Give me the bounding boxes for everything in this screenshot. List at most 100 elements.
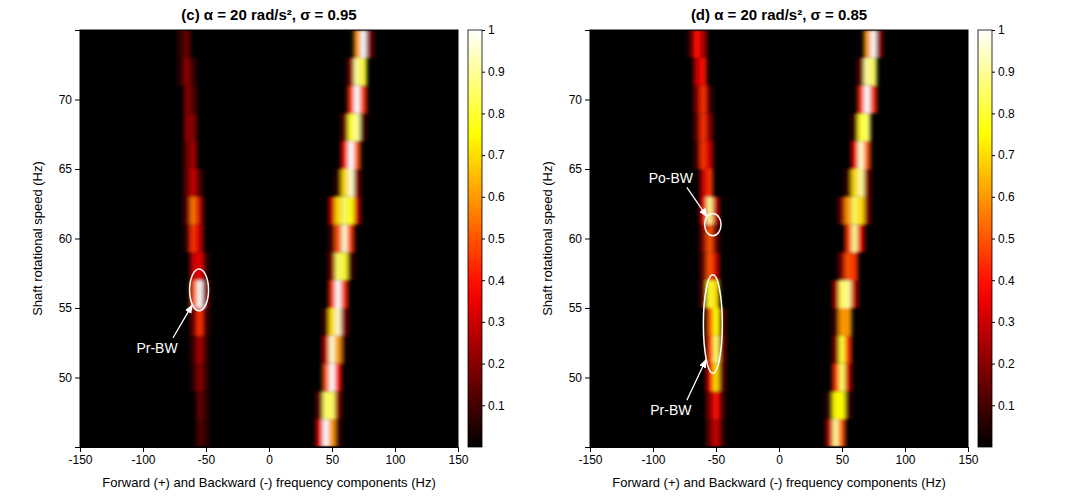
tick-label: 0.3 (488, 315, 505, 329)
heat-cell (335, 364, 341, 392)
tick: 50 (59, 371, 80, 385)
heat-cell (839, 280, 845, 308)
tick-label: 65 (59, 162, 73, 176)
tick: 50 (326, 447, 340, 467)
heat-cell (839, 364, 845, 392)
heat-cell (707, 169, 713, 197)
heat-cell (826, 419, 832, 447)
annotation-arrow (687, 187, 707, 216)
heat-cell (851, 141, 857, 169)
tick: 0.4 (992, 274, 1015, 288)
heat-cell (713, 419, 719, 447)
heat-cell (845, 169, 851, 197)
heat-cell (329, 364, 335, 392)
heat-cell (360, 58, 366, 86)
tick-label: 100 (895, 453, 915, 467)
tick-label: 100 (385, 453, 405, 467)
annotation-label: Pr-BW (650, 402, 692, 418)
heat-cell (341, 336, 347, 364)
tick: 70 (59, 93, 80, 107)
heat-cell (858, 113, 864, 141)
tick: 65 (59, 162, 80, 176)
heat-cell (833, 391, 839, 419)
tick-mark (585, 239, 590, 240)
tick-mark (75, 169, 80, 170)
tick-mark (75, 100, 80, 101)
heat-cell (335, 336, 341, 364)
tick: 70 (569, 93, 590, 107)
tick-mark (585, 169, 590, 170)
heat-cell (341, 169, 347, 197)
heat-cell (335, 280, 341, 308)
heat-cell (354, 58, 360, 86)
heat-cell (190, 252, 196, 280)
heat-cell (354, 141, 360, 169)
heat-cell (197, 364, 203, 392)
tick-label: 0.8 (998, 107, 1015, 121)
heat-cell (329, 308, 335, 336)
tick-label: 0.6 (488, 190, 505, 204)
tick-label: -50 (708, 453, 726, 467)
heat-cell (707, 364, 713, 392)
heat-cell (851, 197, 857, 225)
tick: 0.8 (992, 107, 1015, 121)
tick-label: 50 (59, 371, 73, 385)
tick: 0.9 (992, 65, 1015, 79)
heat-cell (367, 30, 373, 58)
heat-cell (707, 308, 713, 336)
tick-mark (992, 30, 995, 31)
heat-cell (694, 58, 700, 86)
heat-cell (348, 86, 354, 114)
heat-cell (870, 30, 876, 58)
heat-cell (700, 113, 706, 141)
heat-cell (348, 225, 354, 253)
heat-cell (354, 30, 360, 58)
heat-cell (839, 336, 845, 364)
heat-cell (707, 197, 713, 225)
tick-label: 0.9 (998, 65, 1015, 79)
tick: -150 (578, 447, 602, 467)
heat-cell (341, 308, 347, 336)
heat-cell (839, 308, 845, 336)
cells-clip (688, 30, 883, 447)
heat-cell (335, 197, 341, 225)
heat-cell (839, 252, 845, 280)
tick-label: 0.4 (488, 274, 505, 288)
heat-cell (877, 30, 883, 58)
tick-label: 0.1 (998, 399, 1015, 413)
plot-frame (590, 30, 968, 447)
heat-cell (719, 391, 725, 419)
tick-mark (992, 197, 995, 198)
tick-label: -50 (198, 453, 216, 467)
tick-label: 55 (569, 301, 583, 315)
heat-cell (864, 58, 870, 86)
heat-cell (700, 252, 706, 280)
tick-label: 50 (569, 371, 583, 385)
tick: 0 (776, 447, 783, 467)
heat-cell (833, 336, 839, 364)
heat-cell (354, 169, 360, 197)
tick-mark (992, 405, 995, 406)
heat-cell (184, 30, 190, 58)
tick-label: 0.3 (998, 315, 1015, 329)
tick: 0.6 (992, 190, 1015, 204)
heat-cell (858, 225, 864, 253)
tick-label: -150 (578, 453, 602, 467)
axis-line (585, 31, 591, 448)
tick: 0.5 (992, 232, 1015, 246)
heat-cell (203, 419, 209, 447)
tick-label: 70 (569, 93, 583, 107)
tick: 0.7 (482, 148, 505, 162)
tick: 0.7 (992, 148, 1015, 162)
plot-background (80, 30, 458, 447)
tick-label: 0.7 (488, 148, 505, 162)
tick-label: 50 (836, 453, 850, 467)
tick-label: 0.6 (998, 190, 1015, 204)
heat-cell (833, 419, 839, 447)
heat-cell (845, 225, 851, 253)
panel: -150-100-5005010015050556065700.10.20.30… (540, 6, 1015, 490)
heat-cell (348, 197, 354, 225)
tick-mark (482, 405, 485, 406)
tick-label: 0 (266, 453, 273, 467)
heat-cell (839, 197, 845, 225)
